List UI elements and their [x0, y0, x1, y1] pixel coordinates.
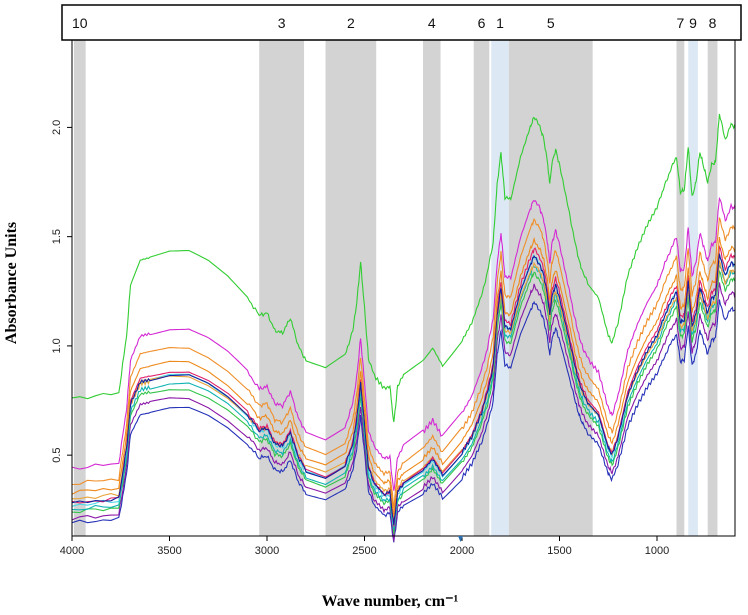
x-tick-label: 1000 [645, 545, 669, 557]
band-8 [707, 40, 718, 536]
band-label-9: 9 [689, 15, 697, 31]
series-line-11 [71, 196, 736, 491]
plot-frame [71, 39, 736, 537]
series-line-12 [71, 113, 736, 422]
x-tick-label: 3500 [157, 545, 181, 557]
x-tick-label: 2500 [352, 545, 376, 557]
band-label-4: 4 [428, 15, 436, 31]
band-10 [73, 40, 86, 536]
band-label-8: 8 [709, 15, 717, 31]
band-label-layer: 10 3 2 4 6 1 5 7 9 8 [72, 15, 717, 31]
series-line-9 [71, 236, 736, 516]
series-line-4 [71, 264, 736, 530]
x-axis-title: Wave number, cm⁻¹ [322, 593, 459, 610]
band-label-7: 7 [677, 15, 685, 31]
band-label-6: 6 [478, 15, 486, 31]
series-line-3 [71, 269, 736, 535]
series-line-8 [71, 253, 736, 525]
y-tick-label: 1.0 [51, 338, 63, 353]
x-tick-label: 3000 [255, 545, 279, 557]
x-axis-ticks: 4000 3500 3000 2500 2000 1500 1000 [60, 536, 669, 557]
y-axis-title: Absorbance Units [3, 222, 20, 344]
x-tick-label: 4000 [60, 545, 84, 557]
y-tick-label: 2.0 [51, 120, 63, 135]
y-axis-ticks: 0.5 1.0 1.5 2.0 [51, 120, 72, 463]
band-layer [73, 40, 718, 536]
series-line-1 [71, 299, 736, 543]
band-4 [423, 40, 441, 536]
band-label-3: 3 [278, 15, 286, 31]
band-label-strip [61, 4, 742, 41]
band-label-10: 10 [72, 15, 88, 31]
band-6 [473, 40, 490, 536]
series-line-2 [71, 282, 736, 542]
band-9 [688, 40, 698, 536]
y-tick-label: 0.5 [51, 448, 63, 463]
band-label-5: 5 [547, 15, 555, 31]
x-tick-label: 1500 [547, 545, 571, 557]
x-axis-marker [458, 536, 463, 542]
series-line-7 [71, 244, 736, 527]
x-tick-label: 2000 [450, 545, 474, 557]
series-layer [71, 113, 736, 543]
series-line-10 [71, 217, 736, 509]
band-label-1: 1 [496, 15, 504, 31]
y-tick-label: 1.5 [51, 229, 63, 244]
series-line-6 [71, 260, 736, 521]
band-label-2: 2 [347, 15, 355, 31]
